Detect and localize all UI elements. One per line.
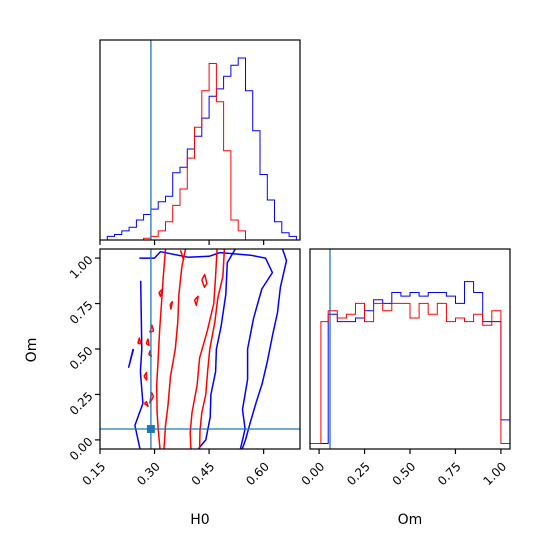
contour-blue-4 (241, 249, 288, 449)
x-axis-label-H0: H0 (190, 512, 209, 528)
contour-red-6 (169, 300, 174, 310)
hist-H0-blue-series (100, 57, 297, 241)
contour-red-9 (145, 338, 150, 347)
contour-red-14 (193, 295, 199, 307)
contour-red-15 (143, 400, 149, 408)
contour-red-8 (137, 337, 142, 345)
contour-red-0 (155, 249, 167, 449)
contour-blue-1 (127, 348, 135, 368)
hist-Om-red-series (309, 302, 511, 449)
contour-red-1 (198, 249, 226, 449)
contour-red-11 (143, 371, 148, 381)
contour-red-13 (201, 273, 208, 288)
contour-red-4 (179, 250, 185, 261)
contour-red-3 (189, 249, 218, 449)
x-axis-label-Om: Om (398, 512, 423, 528)
hist-H0-panel (99, 39, 301, 245)
hist-Om-blue-series (309, 281, 511, 449)
contour-blue-0 (139, 250, 274, 449)
y-axis-label-Om: Om (24, 338, 40, 363)
truth-point (146, 425, 155, 433)
hist-H0-frame (99, 39, 301, 241)
contour-red-5 (158, 288, 164, 298)
contour-red-2 (163, 249, 187, 449)
contour-H0-Om-panel: 0.15 0.30 0.45 0.600.000.250.500.751.00 (67, 248, 301, 488)
